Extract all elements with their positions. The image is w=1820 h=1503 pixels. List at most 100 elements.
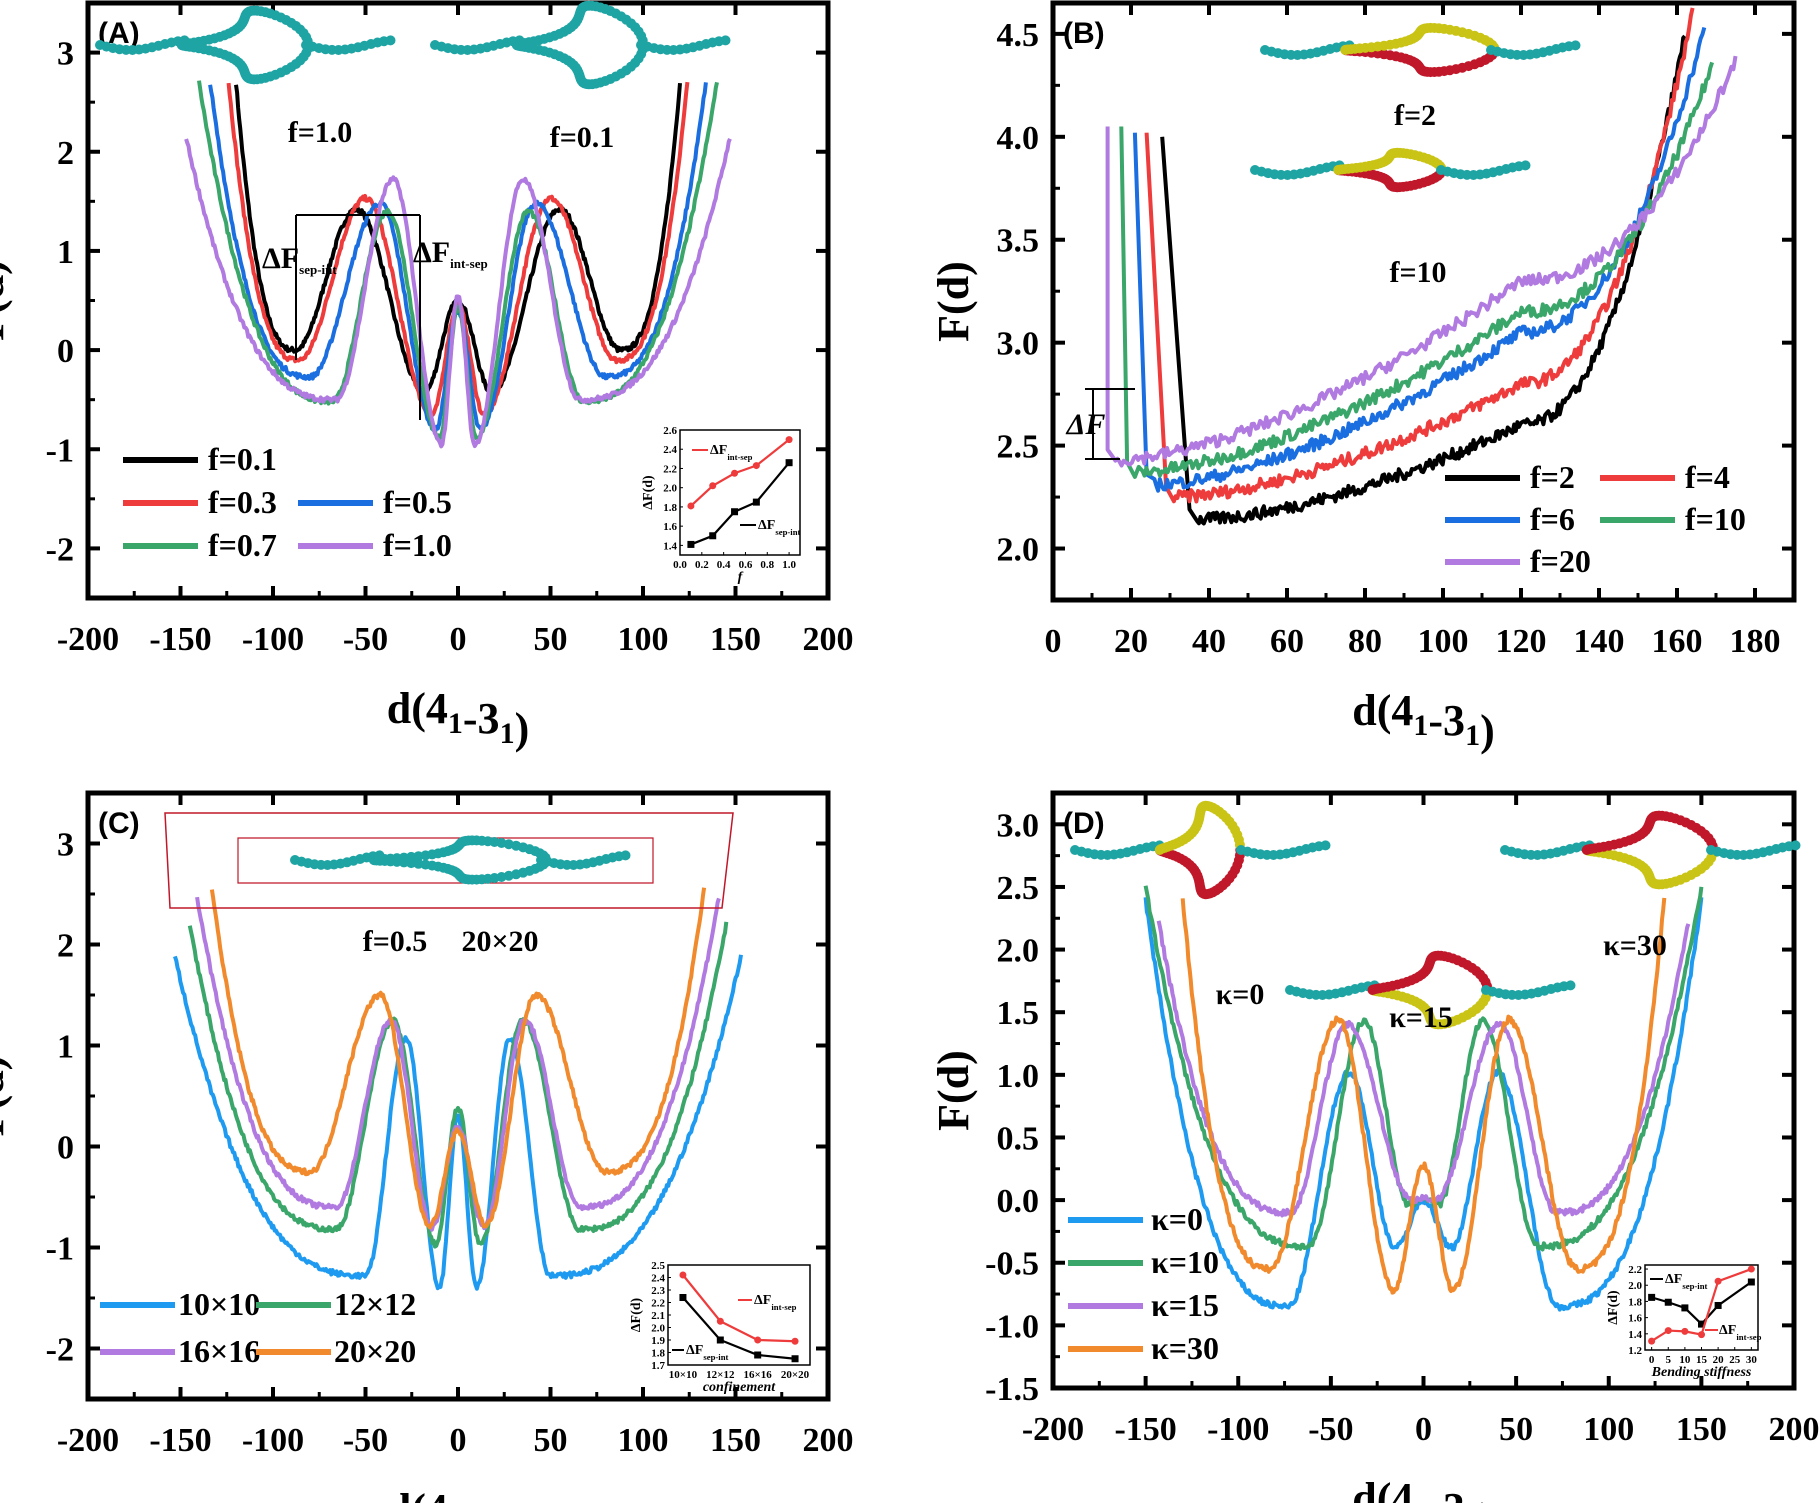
inset-data-point	[1664, 1327, 1672, 1335]
annotation-dF-int-sep: ΔFint-sep	[413, 236, 488, 271]
legend-label: 20×20	[334, 1333, 416, 1369]
x-tick-label: -100	[242, 621, 304, 658]
inset-y-tick-label: 2.1	[651, 1310, 665, 1322]
legend-label: f=0.1	[208, 441, 277, 477]
inset-x-label: Bending stiffness	[1651, 1365, 1752, 1380]
x-axis-label: d(41-31)	[387, 684, 529, 753]
inset-data-point	[752, 498, 760, 506]
x-axis-label: d(41-31)	[1352, 1474, 1494, 1503]
inset-data-point	[731, 508, 739, 516]
annotation-f05: f=0.5	[363, 925, 428, 958]
legend-label: 16×16	[178, 1333, 260, 1369]
inset-data-point	[1698, 1320, 1705, 1328]
annotation-dF: ΔF	[1066, 408, 1106, 441]
inset-data-point	[1747, 1278, 1755, 1286]
x-tick-label: -100	[242, 1422, 304, 1459]
legend-label: 12×12	[334, 1286, 416, 1322]
inset-legend-label: ΔFsep-int	[686, 1343, 729, 1362]
panel-C: -200 -150 -100 -50 0 50 100 150 200 -2 -1 0 1 2 3 d(41-…	[0, 790, 854, 1503]
inset-data-point	[679, 1271, 687, 1279]
y-tick-label: -2	[46, 1332, 74, 1369]
inset-y-tick-label: 1.6	[663, 521, 677, 533]
series-line	[226, 81, 690, 418]
x-tick-label: -50	[343, 621, 388, 658]
bead	[385, 35, 396, 46]
legend-label: κ=15	[1151, 1287, 1219, 1323]
x-tick-label: 60	[1270, 623, 1304, 660]
inset-legend-label: ΔFint-sep	[754, 1293, 797, 1312]
inset-legend-label: ΔFint-sep	[710, 443, 753, 462]
series-line	[173, 954, 743, 1291]
illustrations	[95, 0, 1801, 1030]
knot-illustration-k0	[1070, 800, 1331, 900]
series-line	[1160, 34, 1687, 526]
inset-x-label: f	[738, 570, 744, 585]
inset-x-tick-label: 0.4	[717, 559, 731, 571]
panel-label: (B)	[1063, 17, 1105, 50]
legend: f=2 f=4 f=6 f=10 f=20	[1445, 459, 1746, 579]
inset-x-tick-label: 10	[1679, 1354, 1691, 1366]
inset-y-tick-label: 1.8	[1628, 1296, 1642, 1308]
annotation-k15: κ=15	[1389, 1001, 1453, 1034]
inset-x-tick-label: 0.2	[695, 559, 709, 571]
legend: f=0.1 f=0.3 f=0.5 f=0.7 f=1.0	[123, 441, 452, 563]
legend-label: f=0.3	[208, 484, 277, 520]
inset-y-tick-label: 1.9	[651, 1335, 665, 1347]
inset-data-point	[1664, 1298, 1672, 1306]
inset-data-point	[1714, 1277, 1722, 1285]
x-axis-label: d(41-31)	[1352, 686, 1494, 755]
x-tick-label: 0	[450, 621, 467, 658]
y-axis-label: F(d)	[0, 1056, 13, 1137]
inset-series-line	[682, 1274, 796, 1343]
inset-x-tick-label: 16×16	[744, 1369, 773, 1381]
legend-label: f=10	[1685, 501, 1746, 537]
x-tick-label: -50	[343, 1422, 388, 1459]
x-tick-label: 200	[803, 621, 854, 658]
inset-x-tick-label: 25	[1729, 1354, 1741, 1366]
series-line	[184, 138, 732, 449]
inset-data-point	[1681, 1327, 1689, 1335]
legend-label: f=4	[1685, 459, 1730, 495]
inset-y-tick-label: 2.0	[651, 1323, 665, 1335]
inset-data-point	[709, 482, 717, 490]
x-tick-label: 0	[1045, 623, 1062, 660]
y-tick-label: 3.5	[997, 223, 1040, 260]
legend-label: κ=30	[1151, 1330, 1219, 1366]
inset-data-point	[785, 459, 793, 467]
inset-y-tick-label: 2.0	[663, 483, 677, 495]
legend: 10×10 12×12 16×16 20×20	[100, 1286, 416, 1369]
annotation-f10: f=10	[1389, 256, 1446, 289]
box-edge	[237, 837, 654, 884]
inset-y-tick-label: 2.4	[663, 444, 677, 456]
y-tick-label: 4.5	[997, 17, 1040, 54]
annotation-k0: κ=0	[1216, 978, 1265, 1011]
x-tick-label: -100	[1207, 1411, 1269, 1448]
inset-data-point	[731, 469, 739, 477]
inset-x-tick-label: 20	[1713, 1354, 1725, 1366]
inset-x-tick-label: 5	[1666, 1354, 1672, 1366]
y-tick-label: 2.5	[997, 429, 1040, 466]
y-tick-label: 3	[57, 36, 74, 73]
y-tick-label: -1	[46, 1231, 74, 1268]
series-line	[187, 921, 729, 1249]
y-tick-label: 1	[57, 1029, 74, 1066]
y-tick-label: -2	[46, 531, 74, 568]
y-tick-label: 0	[57, 333, 74, 370]
bead	[413, 858, 424, 869]
inset-y-tick-label: 1.6	[1628, 1313, 1642, 1325]
confinement-box	[164, 812, 734, 909]
y-tick-label: -1	[46, 432, 74, 469]
x-tick-label: 100	[618, 1422, 669, 1459]
y-axis-label: F(d)	[929, 1050, 978, 1131]
bead	[1570, 40, 1581, 51]
inset-x-tick-label: 12×12	[706, 1369, 735, 1381]
series-line	[1180, 897, 1667, 1295]
y-tick-label: 2	[57, 928, 74, 965]
series-line	[1144, 7, 1695, 504]
knot-illustration-f1	[95, 5, 396, 85]
x-tick-label: 140	[1574, 623, 1625, 660]
bead	[620, 850, 631, 861]
series-line	[209, 887, 707, 1230]
